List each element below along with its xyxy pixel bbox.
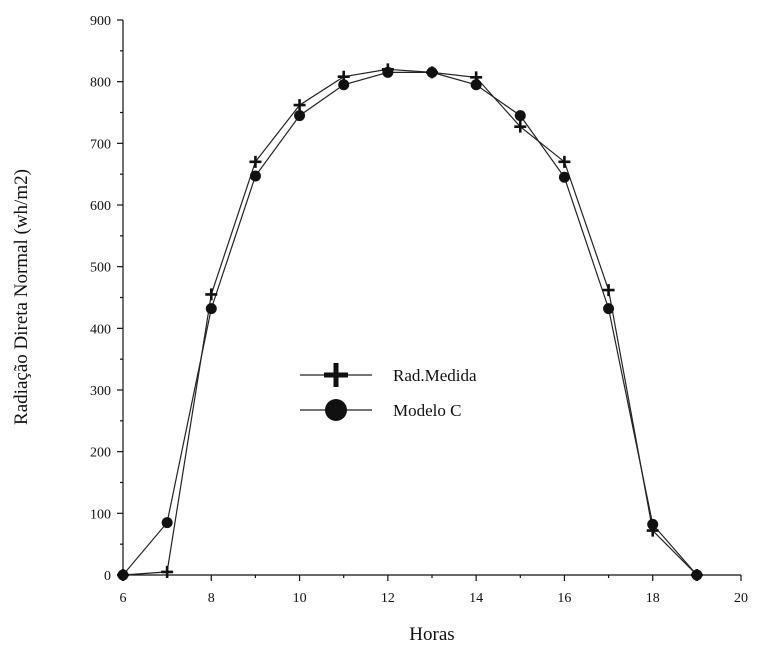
- point-rad-medida: [249, 155, 262, 168]
- series-line-rad-medida: [122, 68, 698, 576]
- x-tick-label: 8: [208, 591, 215, 606]
- legend-marker-modelo-c: [325, 399, 347, 421]
- x-axis-title: Horas: [409, 624, 454, 645]
- point-modelo-c: [647, 518, 659, 530]
- x-tick-label: 10: [293, 591, 307, 606]
- legend: Rad.Medida Modelo C: [300, 363, 477, 421]
- point-modelo-c: [161, 517, 173, 529]
- x-tick-label: 14: [469, 591, 483, 606]
- point-modelo-c: [426, 66, 438, 78]
- y-tick-label: 300: [90, 384, 111, 399]
- point-rad-medida: [293, 99, 306, 112]
- x-ticks: 6 8 10 12 14 16 18 20: [120, 575, 748, 606]
- legend-label-modelo-c: Modelo C: [393, 401, 461, 420]
- point-modelo-c: [117, 569, 129, 581]
- point-rad-medida: [205, 288, 218, 301]
- y-axis-title: Radiação Direta Normal (wh/m2): [11, 169, 32, 425]
- x-tick-label: 18: [646, 591, 660, 606]
- point-rad-medida: [514, 120, 527, 133]
- y-tick-label: 200: [90, 446, 111, 461]
- x-tick-label: 20: [734, 591, 748, 606]
- y-tick-label: 0: [104, 569, 111, 584]
- point-modelo-c: [558, 171, 570, 183]
- series-line-modelo-c: [122, 71, 698, 576]
- y-tick-label: 800: [90, 76, 111, 91]
- point-rad-medida: [602, 284, 615, 297]
- point-rad-medida: [558, 155, 571, 168]
- point-modelo-c: [691, 569, 703, 581]
- x-tick-label: 16: [557, 591, 571, 606]
- legend-marker-rad-medida: [324, 363, 348, 387]
- x-tick-label: 12: [381, 591, 395, 606]
- y-ticks: 0 100 200 300 400 500 600 700 800 900: [90, 14, 123, 584]
- y-tick-label: 600: [90, 199, 111, 214]
- series-layer: [117, 63, 703, 581]
- legend-label-rad-medida: Rad.Medida: [393, 366, 477, 385]
- y-tick-label: 100: [90, 507, 111, 522]
- point-rad-medida: [161, 565, 174, 578]
- y-tick-label: 700: [90, 137, 111, 152]
- point-modelo-c: [603, 303, 615, 315]
- point-modelo-c: [470, 79, 482, 91]
- point-modelo-c: [249, 170, 261, 182]
- axes: [122, 20, 741, 576]
- point-modelo-c: [338, 79, 350, 91]
- point-modelo-c: [205, 303, 217, 315]
- point-modelo-c: [514, 110, 526, 122]
- x-tick-label: 6: [120, 591, 127, 606]
- y-tick-label: 400: [90, 322, 111, 337]
- point-modelo-c: [294, 110, 306, 122]
- y-tick-label: 900: [90, 14, 111, 29]
- y-tick-label: 500: [90, 261, 111, 276]
- point-modelo-c: [382, 66, 394, 78]
